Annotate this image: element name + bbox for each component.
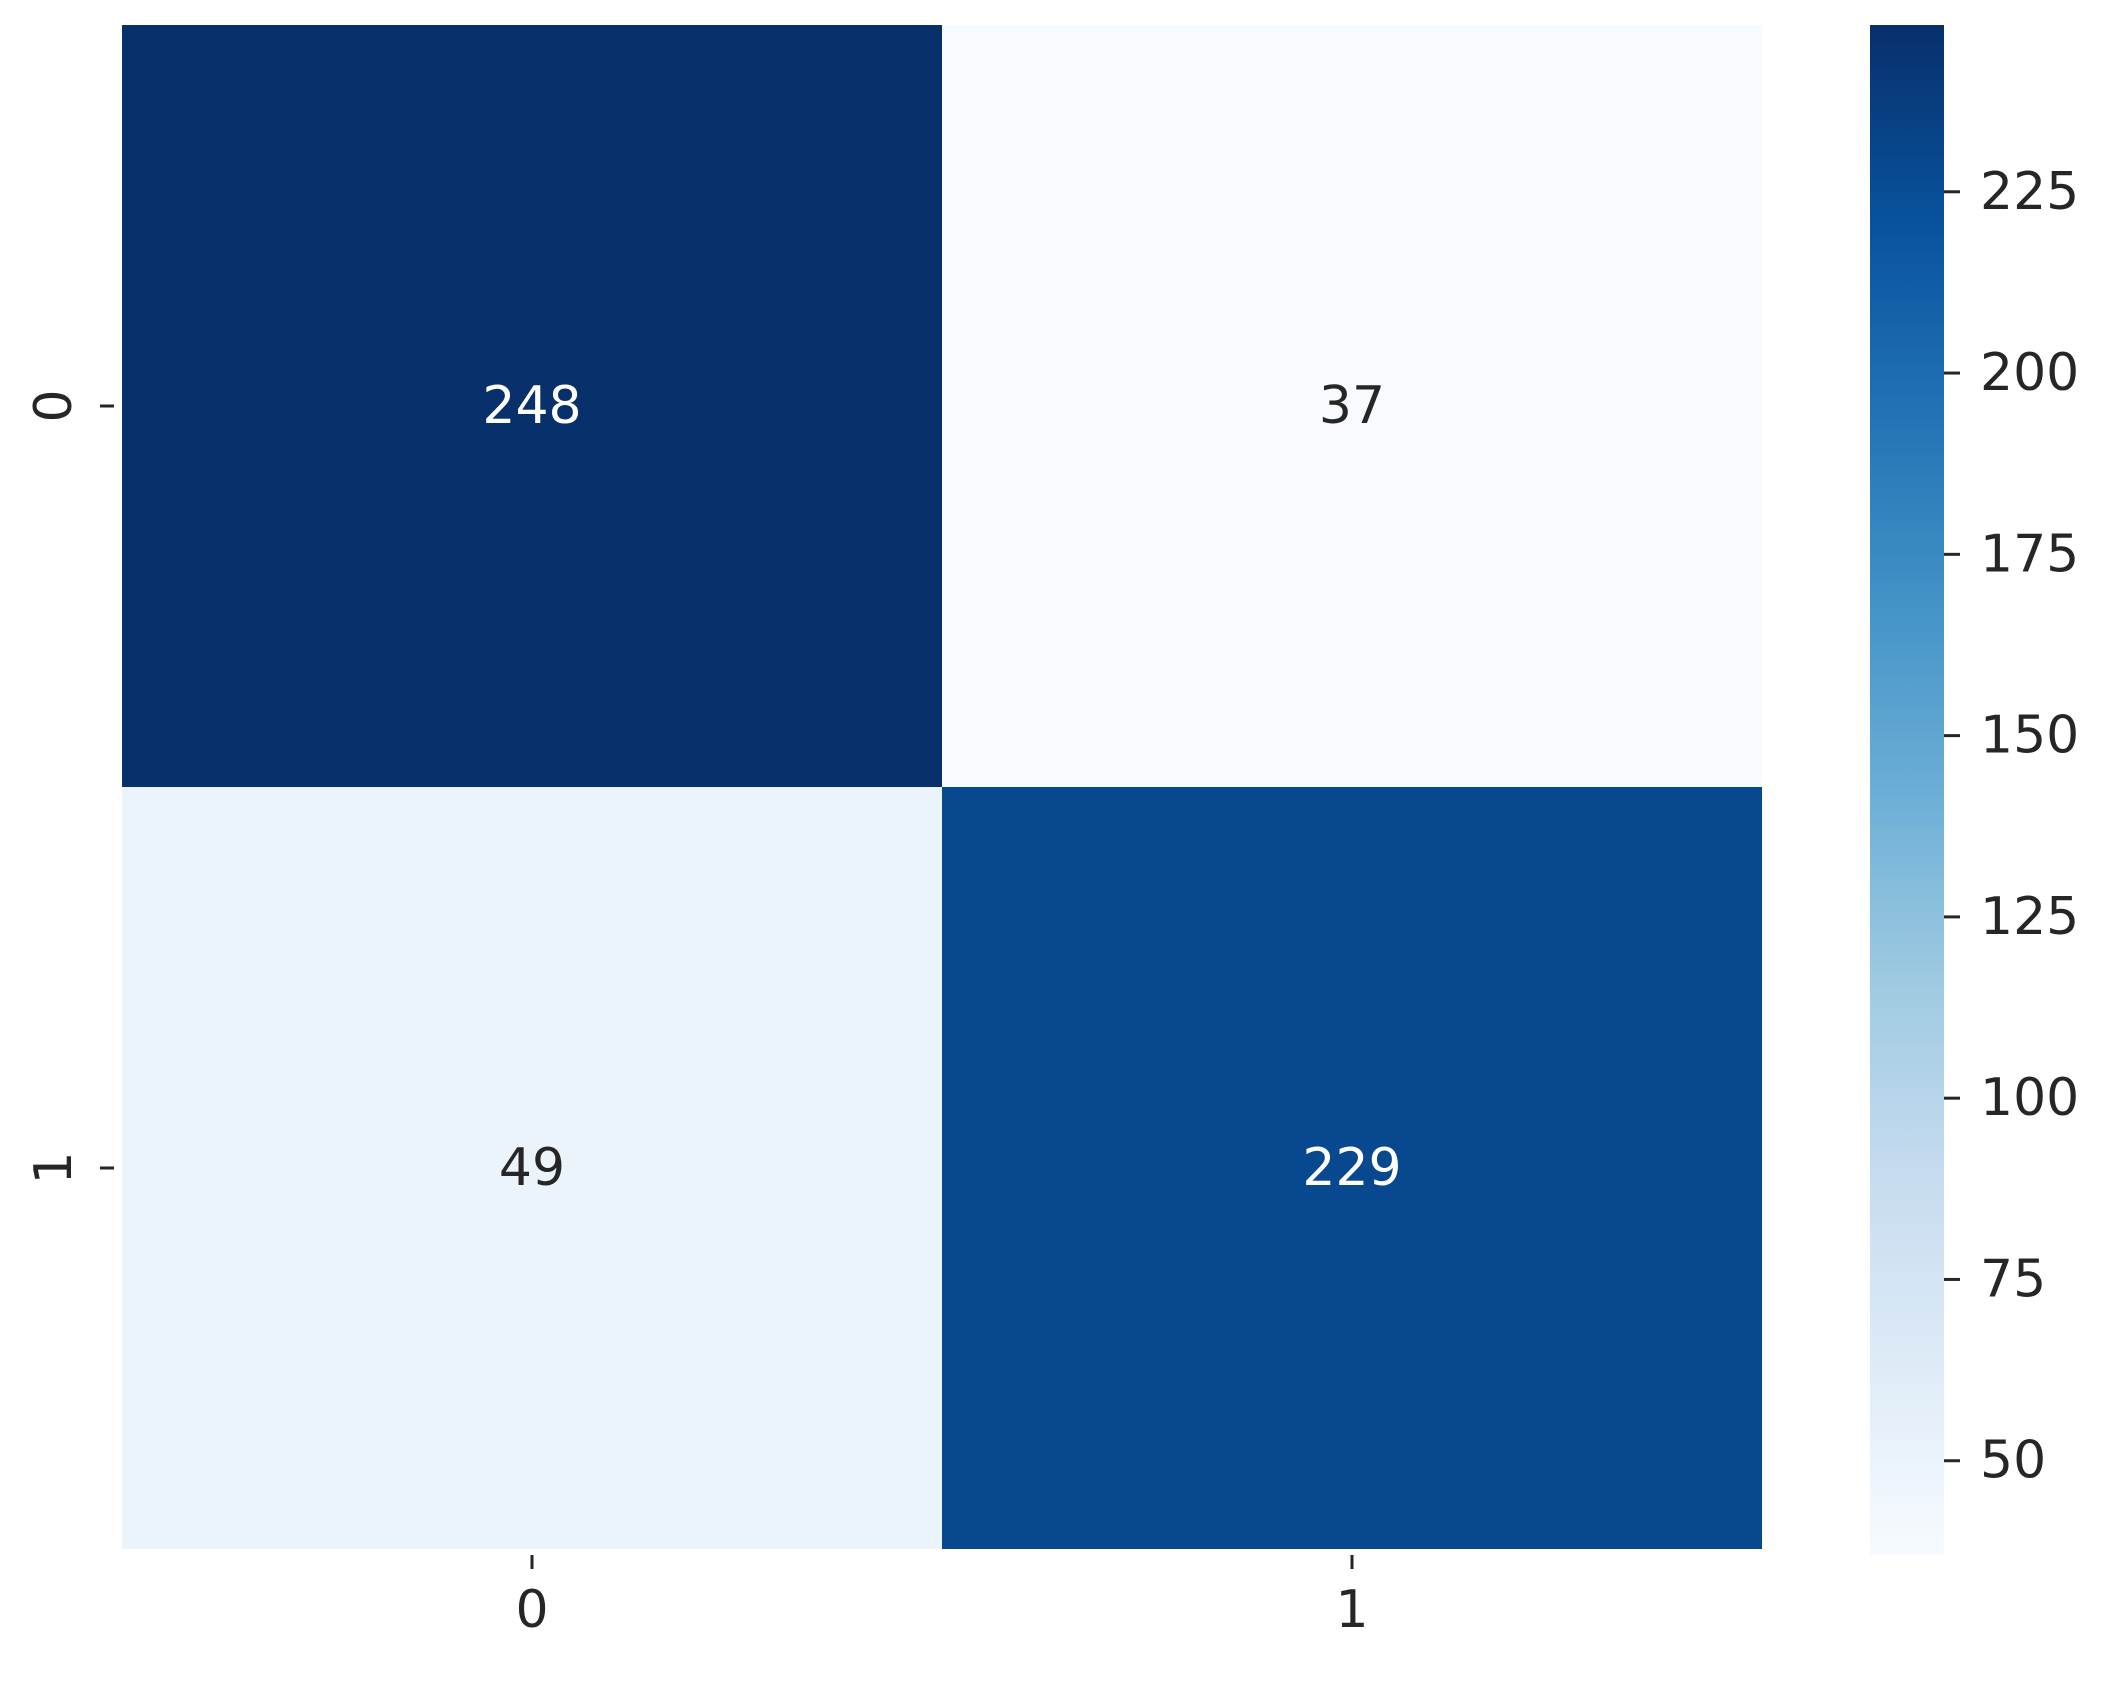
x-tick-label-0: 0	[515, 1580, 548, 1640]
y-tick-label-0: 0	[24, 389, 84, 422]
colorbar-tick-label-1: 75	[1980, 1249, 2046, 1309]
cell-annotation-0-1: 37	[1319, 376, 1385, 436]
colorbar-tick-label-0: 50	[1980, 1431, 2046, 1491]
cell-annotation-1-1: 229	[1302, 1138, 1401, 1198]
y-tick-label-1: 1	[24, 1151, 84, 1184]
cell-annotation-1-0: 49	[499, 1138, 565, 1198]
colorbar-tick-label-4: 150	[1980, 706, 2079, 766]
colorbar-tick-label-2: 100	[1980, 1068, 2079, 1128]
cell-annotation-0-0: 248	[482, 376, 581, 436]
y-axis: 01	[24, 389, 114, 1184]
heatmap-cells	[122, 25, 1762, 1549]
x-tick-label-1: 1	[1335, 1580, 1368, 1640]
colorbar	[1870, 25, 1944, 1555]
colorbar-tick-label-6: 200	[1980, 343, 2079, 403]
colorbar-tick-label-7: 225	[1980, 162, 2079, 222]
colorbar-tick-label-3: 125	[1980, 887, 2079, 947]
colorbar-ticks: 50 75 100 125 150 175 200 225	[1944, 162, 2079, 1491]
colorbar-tick-label-5: 175	[1980, 524, 2079, 584]
